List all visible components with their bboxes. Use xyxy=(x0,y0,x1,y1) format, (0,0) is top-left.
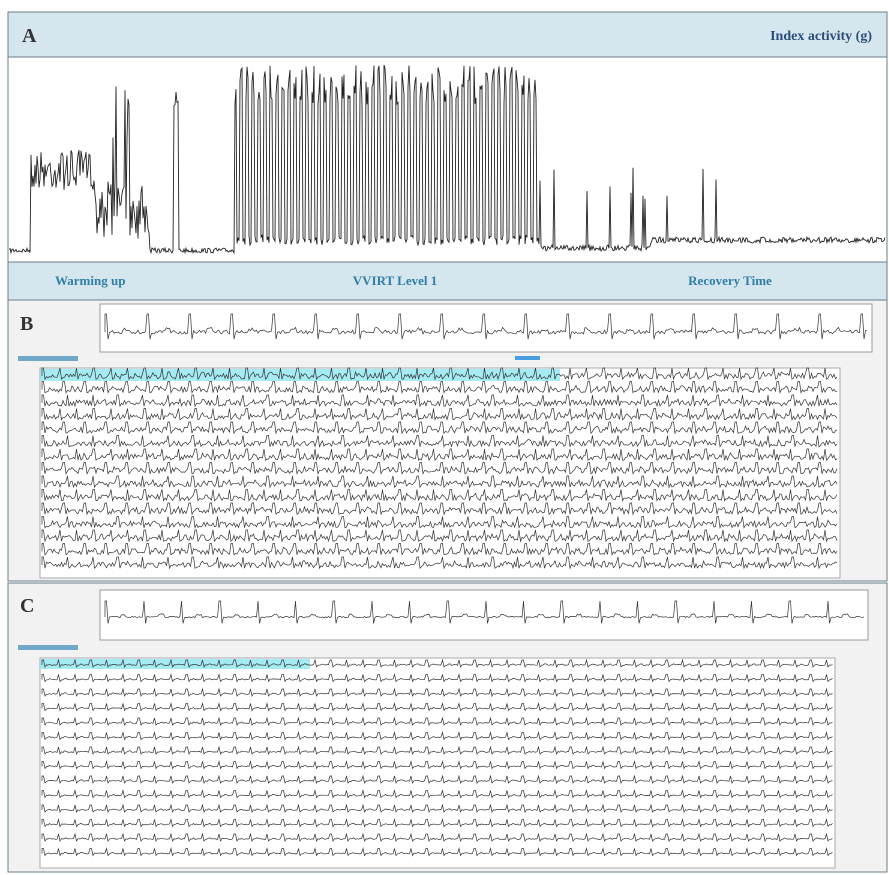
ecg-line xyxy=(41,448,838,462)
panel-a-footer xyxy=(7,261,888,301)
ecg-line xyxy=(41,556,838,570)
ecg-line xyxy=(41,475,838,489)
ecg-line xyxy=(41,774,833,784)
ecg-line xyxy=(41,543,838,556)
ecg-line xyxy=(41,529,838,543)
toolbar-highlight xyxy=(515,356,540,360)
ecg-line xyxy=(41,421,838,435)
ecg-line xyxy=(41,394,838,408)
ecg-line xyxy=(41,408,838,421)
ecg-line xyxy=(41,462,838,476)
ecg-traces xyxy=(41,600,865,857)
phase-label: VVIRT Level 1 xyxy=(353,273,438,288)
panel-title: Index activity (g) xyxy=(770,29,872,44)
ecg-line xyxy=(41,658,833,668)
panel-label: B xyxy=(20,313,33,335)
strip-box xyxy=(99,303,873,353)
ecg-traces xyxy=(41,313,868,570)
activity-trace xyxy=(9,64,886,255)
ecg-line xyxy=(41,832,833,842)
ecg-line xyxy=(104,600,865,624)
ecg-line xyxy=(41,716,833,726)
ecg-line xyxy=(41,502,838,516)
ecg-line xyxy=(41,745,833,755)
activity-line xyxy=(9,64,886,255)
rhythm-grid xyxy=(39,657,836,869)
phase-label: Recovery Time xyxy=(688,273,772,288)
ecg-line xyxy=(41,818,833,828)
ecg-line xyxy=(41,435,838,448)
phase-label: Warming up xyxy=(55,273,125,288)
ecg-line xyxy=(41,367,838,381)
selection xyxy=(40,659,310,669)
ecg-line xyxy=(41,702,833,712)
ecg-line xyxy=(41,381,838,394)
panel-a-plot xyxy=(7,56,888,263)
panel-a-header xyxy=(7,11,888,58)
rhythm-grid xyxy=(39,367,841,579)
selection xyxy=(40,369,560,381)
ecg-line xyxy=(104,313,868,340)
panel-label: C xyxy=(20,595,34,617)
ecg-line xyxy=(41,489,838,503)
ecg-line xyxy=(41,803,833,813)
ecg-line xyxy=(41,731,833,741)
toolbar xyxy=(18,645,78,650)
ecg-line xyxy=(41,847,833,857)
ecg-line xyxy=(41,760,833,770)
ecg-line xyxy=(41,673,833,683)
ecg-line xyxy=(41,789,833,799)
panel-label: A xyxy=(22,25,37,47)
ecg-line xyxy=(41,516,838,530)
toolbar xyxy=(18,356,78,361)
strip-box xyxy=(99,589,869,641)
ecg-line xyxy=(41,687,833,697)
